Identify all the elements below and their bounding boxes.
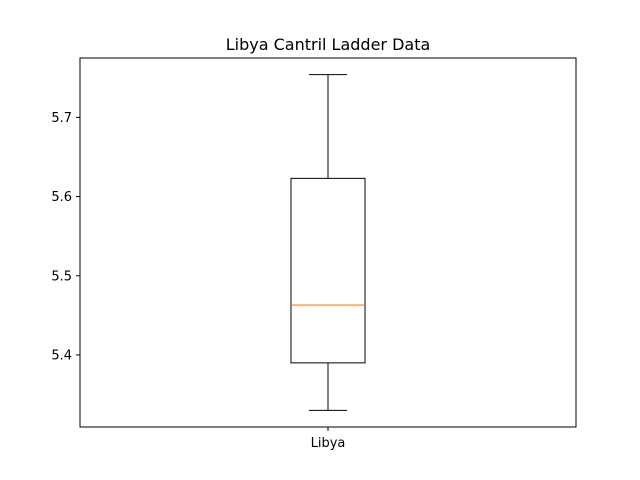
chart-title: Libya Cantril Ladder Data (226, 35, 431, 54)
x-tick-label: Libya (311, 436, 346, 451)
y-axis-ticks: 5.4 5.5 5.6 5.7 (51, 111, 80, 363)
y-tick-label: 5.5 (51, 269, 72, 284)
y-tick-label: 5.7 (51, 111, 72, 126)
x-axis-ticks: Libya (311, 427, 346, 451)
box-libya (290, 74, 366, 411)
plot-frame (79, 57, 577, 428)
y-tick-label: 5.6 (51, 190, 72, 205)
y-tick-label: 5.4 (51, 348, 72, 363)
interquartile-box (290, 177, 366, 364)
box-group (290, 74, 366, 411)
